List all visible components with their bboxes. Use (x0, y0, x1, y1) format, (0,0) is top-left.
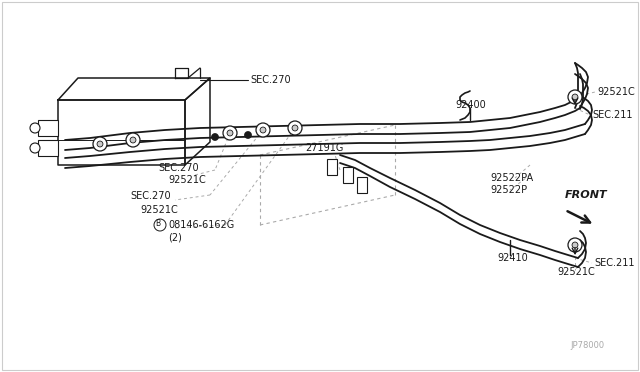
Circle shape (256, 123, 270, 137)
Circle shape (30, 143, 40, 153)
Circle shape (130, 137, 136, 143)
Text: (2): (2) (168, 232, 182, 242)
Circle shape (126, 133, 140, 147)
Circle shape (572, 242, 578, 248)
Bar (343, 167, 353, 183)
Bar (357, 177, 367, 193)
Text: 92521C: 92521C (557, 267, 595, 277)
Circle shape (572, 94, 578, 100)
Text: 92400: 92400 (455, 100, 486, 110)
Text: 92410: 92410 (497, 253, 528, 263)
Circle shape (211, 134, 218, 141)
Text: 92521C: 92521C (140, 205, 178, 215)
Text: FRONT: FRONT (565, 190, 607, 200)
Circle shape (223, 126, 237, 140)
Text: 92522P: 92522P (490, 185, 527, 195)
Circle shape (568, 90, 582, 104)
Circle shape (227, 130, 233, 136)
Text: SEC.211: SEC.211 (592, 110, 632, 120)
Text: SEC.270: SEC.270 (250, 75, 291, 85)
Bar (38, 140, 58, 156)
Text: SEC.270: SEC.270 (158, 163, 198, 173)
Text: JP78000: JP78000 (570, 340, 604, 350)
Circle shape (93, 137, 107, 151)
Circle shape (30, 123, 40, 133)
Text: SEC.270: SEC.270 (130, 191, 171, 201)
Text: 92522PA: 92522PA (490, 173, 533, 183)
Text: 08146-6162G: 08146-6162G (168, 220, 234, 230)
Text: B: B (156, 219, 161, 228)
Text: 92521C: 92521C (597, 87, 635, 97)
Circle shape (288, 121, 302, 135)
Circle shape (260, 127, 266, 133)
Circle shape (244, 131, 252, 138)
Bar (327, 159, 337, 175)
Circle shape (292, 125, 298, 131)
Text: SEC.211: SEC.211 (594, 258, 634, 268)
Circle shape (568, 238, 582, 252)
Text: 27191G: 27191G (305, 143, 344, 153)
Circle shape (97, 141, 103, 147)
Bar (38, 120, 58, 136)
Text: 92521C: 92521C (168, 175, 205, 185)
